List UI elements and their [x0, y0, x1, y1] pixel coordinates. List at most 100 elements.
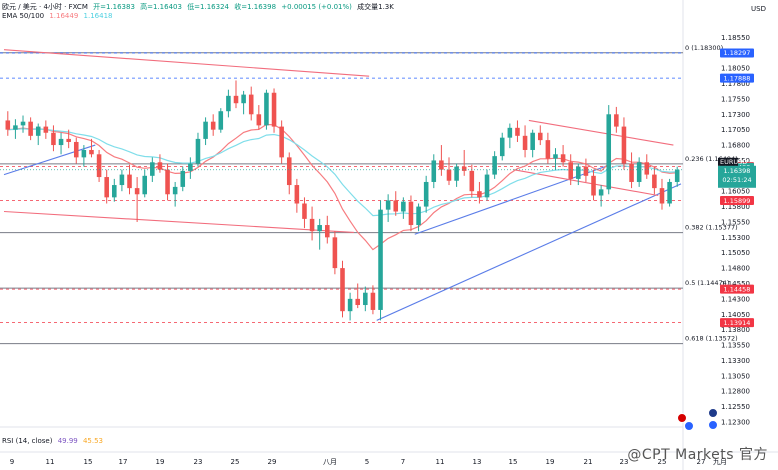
- x-tick-label: 29: [268, 458, 277, 466]
- x-tick-label: 11: [46, 458, 55, 466]
- price-tag-label: 1.13914: [724, 319, 751, 327]
- event-flag-icon[interactable]: [708, 408, 718, 418]
- price-tag-box: [720, 73, 754, 83]
- ema50-line: [7, 123, 678, 251]
- drawing-lines: 0 (1.18300) 0.236 (1.16494) 0.382 (1.15377…: [0, 44, 738, 345]
- channel-lower-line: [3, 210, 354, 233]
- y-tick-label: 1.14550: [721, 280, 750, 288]
- candle-body: [401, 201, 406, 212]
- candle-body: [218, 111, 224, 130]
- x-tick-label: 25: [231, 458, 240, 466]
- chart-header: 欧元 / 美元 · 4小时 · FXCM 开=1.16383 高=1.16403…: [2, 2, 397, 12]
- candle-body: [530, 132, 535, 150]
- ema100-value: 1.16418: [83, 12, 113, 20]
- x-tick-label: 19: [546, 458, 555, 466]
- candle-body: [583, 166, 589, 176]
- wedge-lower-line: [513, 169, 659, 197]
- rsi-value: 49.99: [57, 437, 78, 445]
- candle-body: [614, 114, 619, 127]
- candle-body: [439, 160, 444, 170]
- candle-body: [134, 188, 140, 195]
- y-tick-label: 1.16800: [721, 142, 750, 150]
- fib-level-label: 0.236 (1.16494): [685, 155, 738, 163]
- candle-body: [119, 174, 125, 186]
- trendline-mid: [414, 166, 606, 235]
- x-tick-label: 23: [194, 458, 203, 466]
- candle-body: [454, 166, 459, 181]
- event-flag-icon[interactable]: [677, 413, 687, 423]
- y-tick-label: 1.13550: [721, 342, 750, 350]
- ema-label: EMA 50/100: [2, 12, 45, 20]
- symbol-box: [718, 157, 738, 166]
- currency-label: USD: [751, 5, 766, 13]
- candle-body: [286, 157, 292, 186]
- candle-body: [477, 191, 482, 198]
- candle-body: [112, 185, 117, 198]
- x-tick-label: 19: [156, 458, 165, 466]
- y-tick-label: 1.15050: [721, 249, 750, 257]
- candle-body: [20, 121, 26, 126]
- x-tick-label: 7: [401, 458, 405, 466]
- rsi-label: RSI (14, close): [2, 437, 53, 445]
- ohlc-low: 低=1.16324: [187, 3, 229, 11]
- candle-body: [598, 189, 604, 196]
- event-icons[interactable]: [677, 408, 718, 431]
- candle-body: [332, 237, 338, 269]
- candle-body: [195, 138, 201, 164]
- candle-body: [568, 162, 573, 179]
- candle-body: [431, 160, 437, 182]
- x-tick-label: 11: [436, 458, 445, 466]
- y-tick-label: 1.13050: [721, 372, 750, 380]
- x-tick-label: 5: [365, 458, 369, 466]
- event-flag-icon[interactable]: [684, 421, 694, 431]
- candle-body: [446, 169, 452, 181]
- x-tick-label: 八月: [323, 458, 337, 466]
- candle-body: [317, 225, 322, 232]
- x-tick-label: 27: [697, 458, 706, 466]
- wedge-upper-line: [528, 119, 674, 146]
- event-flag-icon[interactable]: [708, 420, 718, 430]
- current-price-box: [718, 165, 756, 188]
- ema-legend: EMA 50/100 1.16449 1.16418: [2, 12, 115, 20]
- candle-body: [674, 169, 680, 182]
- ema100-line: [7, 128, 678, 217]
- candle-body: [347, 298, 353, 312]
- candle-body: [172, 186, 178, 195]
- x-tick-label: 25: [658, 458, 667, 466]
- candle-body: [142, 175, 148, 195]
- candle-body: [28, 121, 33, 136]
- y-tick-label: 1.16050: [721, 188, 750, 196]
- y-tick-label: 1.14300: [721, 295, 750, 303]
- candle-body: [43, 126, 49, 133]
- candle-body: [279, 126, 284, 158]
- candle-body: [416, 206, 421, 226]
- y-tick-label: 1.12800: [721, 388, 750, 396]
- candle-body: [423, 181, 429, 207]
- candle-body: [522, 135, 528, 150]
- candle-body: [73, 141, 79, 158]
- y-tick-label: 1.15550: [721, 218, 750, 226]
- candle-body: [51, 132, 56, 146]
- y-tick-label: 1.14050: [721, 311, 750, 319]
- x-tick-label: 17: [119, 458, 128, 466]
- symbol-line: 欧元 / 美元 · 4小时 · FXCM: [2, 3, 88, 11]
- candle-body: [248, 94, 254, 115]
- candle-body: [104, 177, 109, 198]
- ema-lines: [7, 123, 678, 251]
- candle-body: [180, 170, 186, 187]
- candle-body: [35, 126, 41, 136]
- rsi-ma-value: 45.53: [82, 437, 104, 445]
- candle-body: [461, 166, 467, 171]
- candle-body: [233, 95, 239, 104]
- y-tick-label: 1.12550: [721, 403, 750, 411]
- candle-body: [484, 174, 490, 198]
- candle-body: [340, 268, 345, 312]
- countdown-label: 02:51:24: [722, 176, 751, 184]
- price-tag-label: 1.15899: [724, 197, 751, 205]
- candle-body: [644, 162, 650, 175]
- price-tag-label: 1.18297: [724, 49, 751, 57]
- y-tick-label: 1.17800: [721, 80, 750, 88]
- candle-body: [150, 162, 155, 176]
